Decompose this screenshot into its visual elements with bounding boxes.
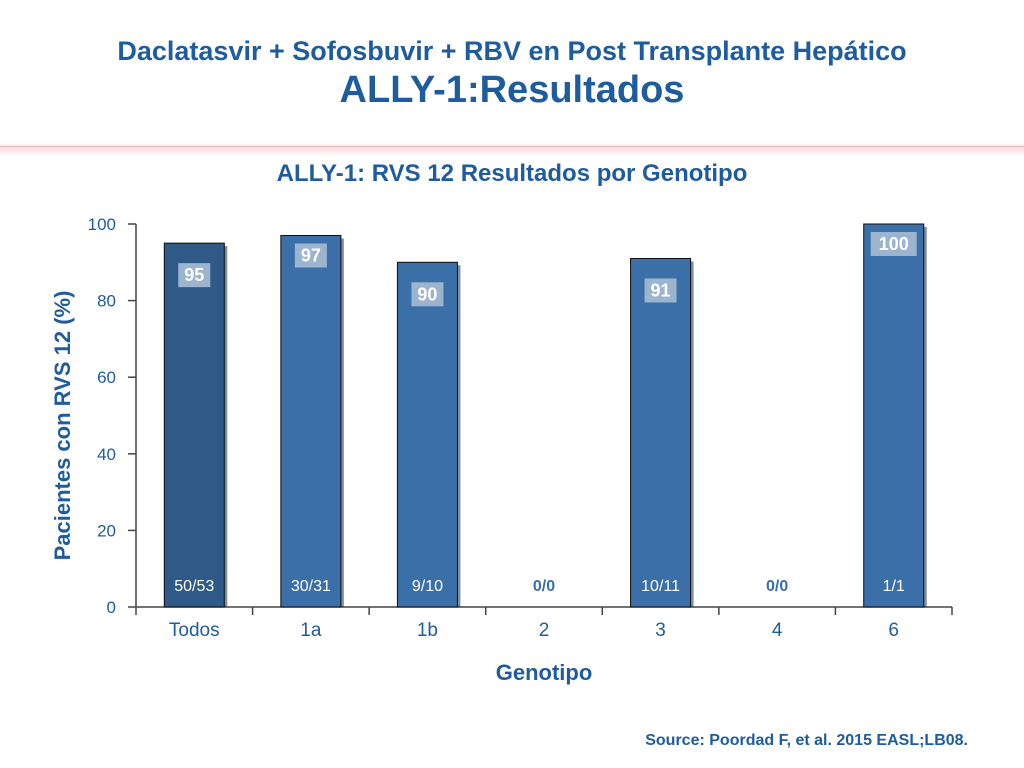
bar-1b <box>396 261 458 608</box>
count-label: 9/10 <box>412 578 443 595</box>
count-label: 0/0 <box>533 578 555 595</box>
value-label-box <box>178 263 211 288</box>
y-tick-label: 60 <box>97 368 116 387</box>
bar-1a <box>280 234 342 608</box>
x-axis-title: Genotipo <box>496 660 593 685</box>
x-tick-label: Todos <box>169 620 220 641</box>
value-label: 95 <box>184 265 204 285</box>
value-label-box <box>644 278 677 303</box>
slide-title: Daclatasvir + Sofosbuvir + RBV en Post T… <box>0 34 1024 112</box>
title-divider-line <box>0 146 1024 147</box>
y-tick-label: 80 <box>97 292 116 311</box>
x-tick-label: 4 <box>772 620 783 641</box>
value-label: 90 <box>417 284 437 304</box>
y-axis-title: Pacientes con RVS 12 (%) <box>50 291 75 561</box>
y-tick-label: 20 <box>97 521 116 540</box>
value-label-box <box>294 243 327 268</box>
x-tick-label: 1a <box>300 620 322 641</box>
slide-title-line1: Daclatasvir + Sofosbuvir + RBV en Post T… <box>117 36 907 66</box>
value-label-box <box>411 282 444 307</box>
bar-chart: 0 20 40 60 80 100 95 50/53 Todos 97 30/31 1a 90 9/10 1… <box>50 215 953 685</box>
x-tick-label: 3 <box>655 620 666 641</box>
value-label-box <box>870 232 917 256</box>
x-tick-label: 6 <box>888 620 899 641</box>
chart-title: ALLY-1: RVS 12 Resultados por Genotipo <box>276 160 748 187</box>
count-label: 50/53 <box>174 578 214 595</box>
bar-6 <box>863 223 925 608</box>
count-label: 0/0 <box>766 578 788 595</box>
source-citation: Source: Poordad F, et al. 2015 EASL;LB08… <box>645 732 968 749</box>
value-label: 97 <box>301 245 321 265</box>
slide-title-line2: ALLY-1:Resultados <box>339 69 685 111</box>
bar-Todos <box>163 242 225 608</box>
count-label: 10/11 <box>641 578 680 595</box>
y-tick-label: 40 <box>97 445 116 464</box>
x-tick-label: 1b <box>417 620 438 641</box>
y-tick-label: 0 <box>107 598 116 617</box>
value-label: 100 <box>879 234 909 254</box>
y-tick-label: 100 <box>88 215 116 234</box>
count-label: 30/31 <box>291 578 331 595</box>
x-tick-label: 2 <box>539 620 550 641</box>
count-label: 1/1 <box>883 578 905 595</box>
value-label: 91 <box>651 280 671 300</box>
bar-3 <box>630 257 692 608</box>
